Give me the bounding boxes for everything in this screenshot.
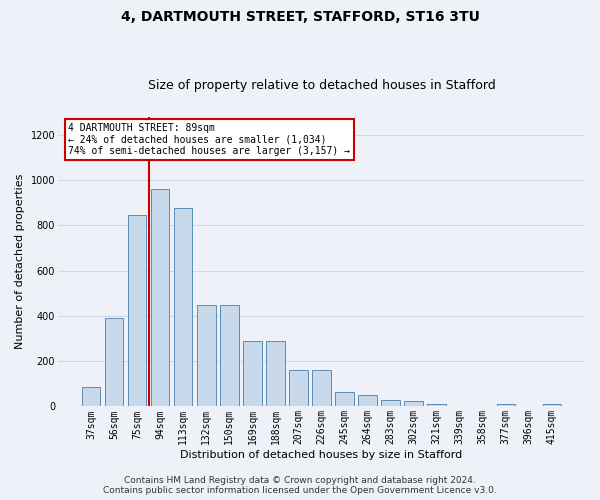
Bar	[427, 404, 446, 406]
Bar	[174, 208, 193, 406]
Bar	[220, 304, 239, 406]
Bar	[497, 404, 515, 406]
Bar	[151, 189, 169, 406]
Bar	[335, 392, 354, 406]
Bar	[105, 318, 124, 406]
Title: Size of property relative to detached houses in Stafford: Size of property relative to detached ho…	[148, 79, 496, 92]
Text: 4 DARTMOUTH STREET: 89sqm
← 24% of detached houses are smaller (1,034)
74% of se: 4 DARTMOUTH STREET: 89sqm ← 24% of detac…	[68, 122, 350, 156]
Y-axis label: Number of detached properties: Number of detached properties	[15, 174, 25, 350]
Bar	[382, 400, 400, 406]
Bar	[243, 341, 262, 406]
Bar	[542, 404, 561, 406]
Text: Contains HM Land Registry data © Crown copyright and database right 2024.
Contai: Contains HM Land Registry data © Crown c…	[103, 476, 497, 495]
Bar	[312, 370, 331, 406]
Bar	[289, 370, 308, 406]
Bar	[197, 304, 215, 406]
Bar	[404, 401, 423, 406]
X-axis label: Distribution of detached houses by size in Stafford: Distribution of detached houses by size …	[181, 450, 463, 460]
Bar	[128, 215, 146, 406]
Bar	[82, 387, 100, 406]
Text: 4, DARTMOUTH STREET, STAFFORD, ST16 3TU: 4, DARTMOUTH STREET, STAFFORD, ST16 3TU	[121, 10, 479, 24]
Bar	[266, 341, 284, 406]
Bar	[358, 395, 377, 406]
